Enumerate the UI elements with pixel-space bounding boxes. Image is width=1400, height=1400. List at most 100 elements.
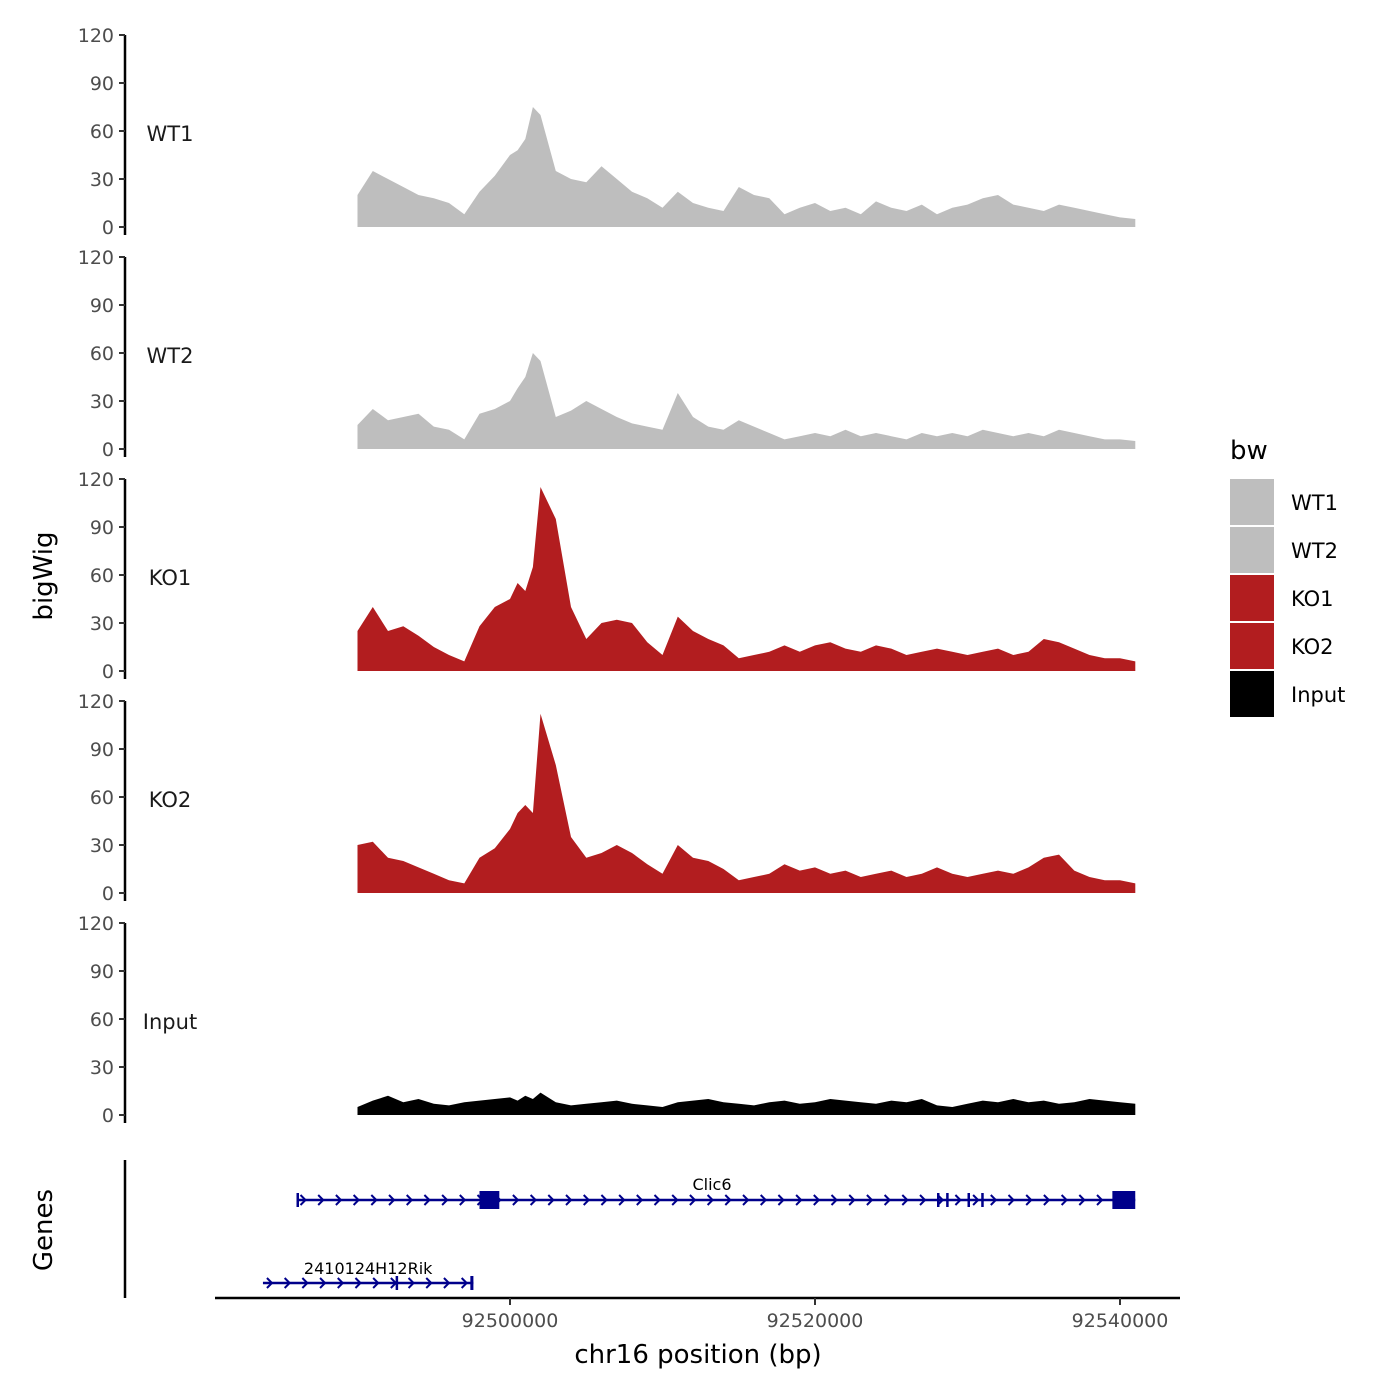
- y-tick-label: 90: [90, 961, 114, 983]
- exon: [1112, 1191, 1136, 1209]
- track-ko2: 0 30 60 90 120 KO2: [78, 691, 1136, 905]
- legend-label: WT1: [1291, 491, 1338, 515]
- legend: bw WT1 WT2 KO1 KO2 Input: [1230, 436, 1345, 717]
- strand-arrow: [352, 1194, 361, 1206]
- y-axis-title: bigWig: [29, 531, 59, 620]
- genes-panel: Clic6 2410124H12Rik: [123, 1160, 1136, 1298]
- y-tick-label: 60: [90, 343, 114, 365]
- strand-arrow: [1060, 1194, 1069, 1206]
- strand-arrow: [423, 1194, 431, 1206]
- legend-key-ko2: [1230, 623, 1274, 669]
- y-tick-label: 120: [78, 25, 114, 47]
- strand-arrow: [1025, 1194, 1033, 1206]
- strand-arrow: [370, 1194, 378, 1206]
- strand-arrow: [813, 1194, 821, 1206]
- y-tick-label: 60: [90, 787, 114, 809]
- strand-arrow: [1007, 1194, 1015, 1206]
- y-tick-label: 0: [102, 439, 114, 461]
- y-tick-label: 30: [90, 169, 114, 191]
- exon: [981, 1193, 984, 1207]
- exon: [967, 1193, 970, 1207]
- track-label: WT1: [147, 122, 194, 146]
- strand-arrow: [883, 1194, 892, 1206]
- genes-axis-title: Genes: [29, 1189, 59, 1271]
- exon: [946, 1193, 949, 1207]
- track-input: 0 30 60 90 120 Input: [78, 913, 1136, 1127]
- strand-arrow: [460, 1277, 469, 1289]
- exon: [479, 1191, 500, 1209]
- strand-arrow: [337, 1277, 345, 1289]
- strand-arrow: [372, 1277, 380, 1289]
- area-wt1: [357, 107, 1136, 227]
- strand-arrow: [866, 1194, 874, 1206]
- area-ko2: [357, 713, 1136, 893]
- strand-arrow: [512, 1194, 520, 1206]
- y-tick-label: 90: [90, 517, 114, 539]
- y-tick-label: 0: [102, 883, 114, 905]
- y-tick-label: 90: [90, 295, 114, 317]
- strand-arrow: [724, 1194, 732, 1206]
- y-tick-label: 60: [90, 1009, 114, 1031]
- strand-arrow: [671, 1194, 679, 1206]
- strand-arrow: [299, 1194, 307, 1206]
- strand-arrow: [425, 1277, 433, 1289]
- strand-arrow: [459, 1194, 467, 1206]
- strand-arrow: [759, 1194, 768, 1206]
- legend-label: Input: [1291, 683, 1345, 707]
- gene-label: 2410124H12Rik: [304, 1259, 433, 1278]
- track-label: KO2: [149, 788, 192, 812]
- strand-arrow: [565, 1194, 573, 1206]
- strand-arrow: [388, 1194, 396, 1206]
- strand-arrow: [990, 1194, 998, 1206]
- track-label: Input: [143, 1010, 197, 1034]
- strand-arrow: [1078, 1194, 1086, 1206]
- strand-arrow: [582, 1194, 591, 1206]
- y-tick-label: 30: [90, 835, 114, 857]
- strand-arrow: [706, 1194, 715, 1206]
- x-tick-label: 92500000: [462, 1310, 559, 1332]
- y-tick-label: 120: [78, 913, 114, 935]
- strand-arrow: [618, 1194, 626, 1206]
- strand-arrow: [830, 1194, 838, 1206]
- strand-arrow: [777, 1194, 785, 1206]
- legend-label: KO2: [1291, 635, 1334, 659]
- area-ko1: [357, 487, 1136, 671]
- x-tick-label: 92540000: [1072, 1310, 1169, 1332]
- y-tick-label: 90: [90, 73, 114, 95]
- strand-arrow: [600, 1194, 608, 1206]
- y-tick-label: 0: [102, 661, 114, 683]
- strand-arrow: [319, 1277, 327, 1289]
- gene-label: Clic6: [692, 1175, 731, 1194]
- strand-arrow: [1043, 1194, 1051, 1206]
- legend-title: bw: [1230, 436, 1268, 466]
- strand-arrow: [1096, 1194, 1104, 1206]
- strand-arrow: [954, 1194, 962, 1206]
- track-wt1: 0 30 60 90 120 WT1: [78, 25, 1136, 239]
- strand-arrow: [919, 1194, 927, 1206]
- y-tick-label: 0: [102, 1105, 114, 1127]
- strand-arrow: [405, 1194, 414, 1206]
- strand-arrow: [653, 1194, 661, 1206]
- strand-arrow: [441, 1194, 449, 1206]
- strand-arrow: [354, 1277, 362, 1289]
- y-tick-label: 30: [90, 391, 114, 413]
- exon: [937, 1193, 940, 1207]
- strand-arrow: [547, 1194, 555, 1206]
- legend-key-wt1: [1230, 479, 1274, 525]
- y-tick-label: 60: [90, 565, 114, 587]
- track-ko1: 0 30 60 90 120 KO1: [78, 469, 1136, 683]
- strand-arrow: [283, 1277, 292, 1289]
- strand-arrow: [689, 1194, 697, 1206]
- strand-arrow: [529, 1194, 538, 1206]
- gene-2410124h12rik: 2410124H12Rik: [262, 1259, 474, 1290]
- y-tick-label: 0: [102, 217, 114, 239]
- track-label: WT2: [147, 344, 194, 368]
- exon: [470, 1276, 474, 1290]
- bigwig-tracks: 0306090120WT10306090120WT20306090120KO10…: [78, 25, 1136, 1127]
- legend-label: KO1: [1291, 587, 1334, 611]
- x-axis-title: chr16 position (bp): [574, 1340, 821, 1370]
- strand-arrow: [848, 1194, 856, 1206]
- area-input: [357, 1092, 1136, 1115]
- strand-arrow: [901, 1194, 909, 1206]
